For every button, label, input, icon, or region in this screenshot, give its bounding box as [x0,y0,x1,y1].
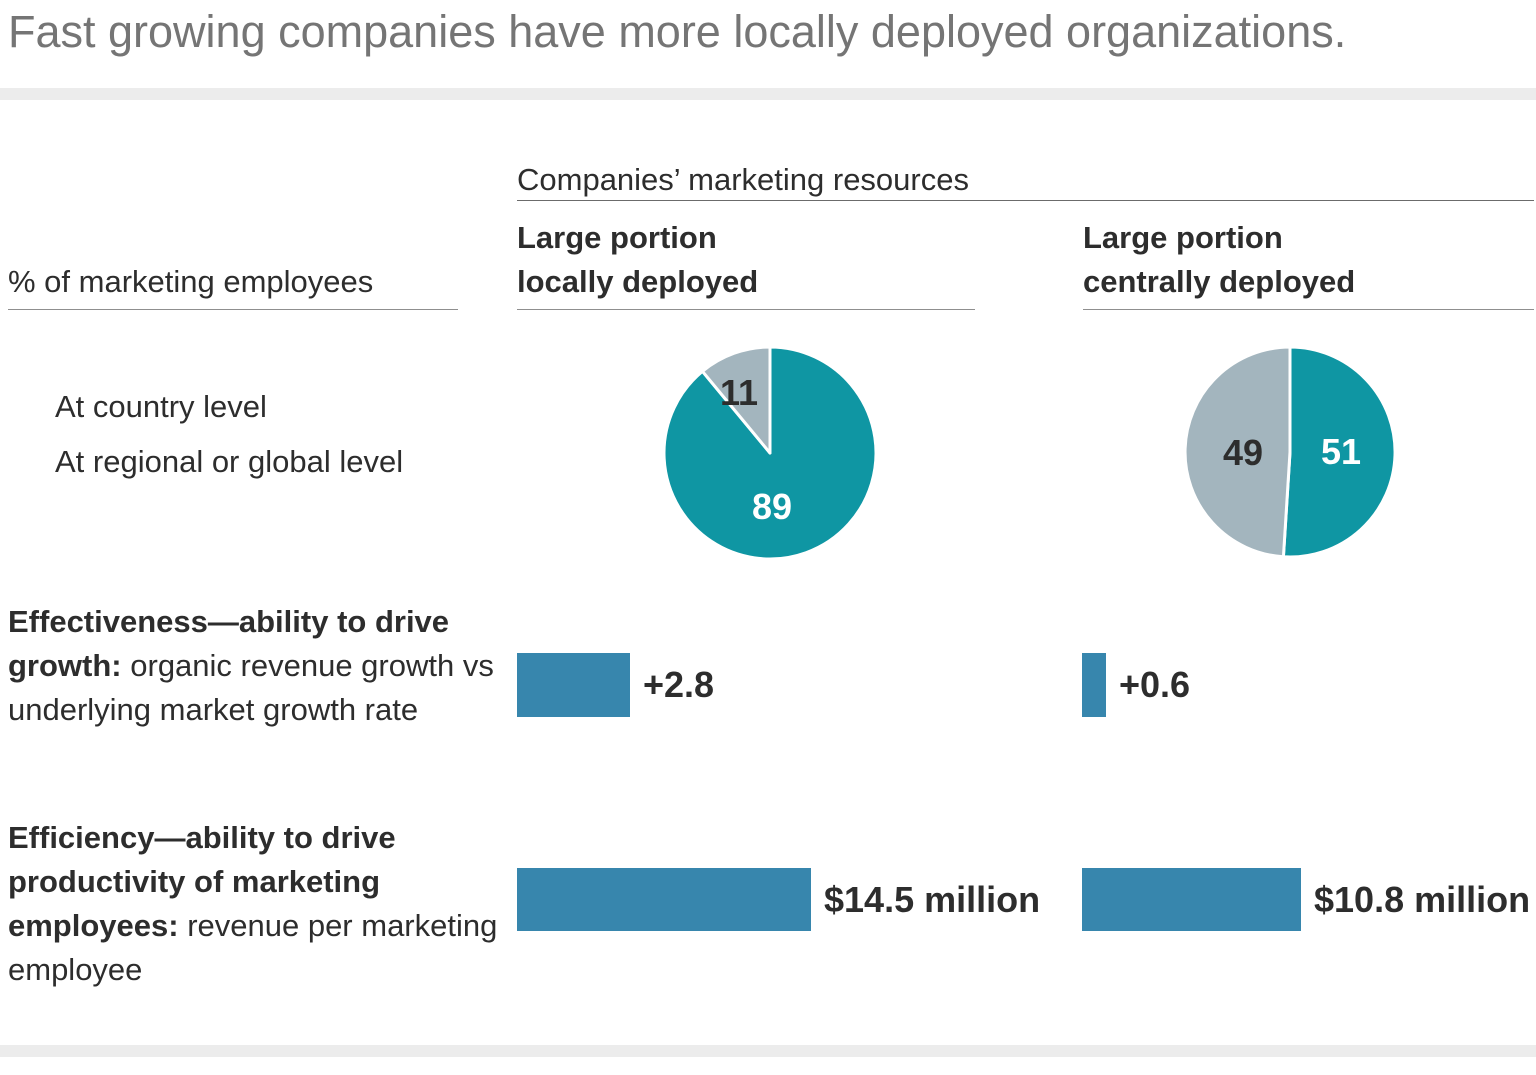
bar-value-label: $14.5 million [824,878,1041,920]
pie-chart-centrally-deployed [1183,345,1397,559]
axis-units-label: % of marketing employees [8,264,374,299]
row-label-efficiency: Efficiency—ability to drive productivity… [8,816,504,992]
column-header-centrally-deployed: Large portion centrally deployed [1083,216,1355,304]
column-header-line: centrally deployed [1083,264,1356,299]
bar-efficiency-locally: $14.5 million [517,868,1040,931]
row-label-rest: revenue per marketing employee [8,908,498,987]
group-header-rule [517,200,1534,201]
row-label-bold: Efficiency—ability to drive productivity… [8,820,396,943]
legend-label: At regional or global level [55,444,404,479]
bar-effectiveness-centrally: +0.6 [1082,653,1190,717]
bar-rect [517,868,811,931]
page-title: Fast growing companies have more locally… [8,6,1347,57]
bar-rect [1082,653,1106,717]
legend-item-regional-global-level: At regional or global level [7,443,403,480]
column-header-line: Large portion [1083,220,1283,255]
bar-rect [517,653,630,717]
group-header-label: Companies’ marketing resources [517,162,969,197]
pie-value-89: 89 [751,486,793,527]
bar-value-label: +2.8 [643,664,715,705]
bottom-divider-band [0,1045,1536,1057]
column-header-rule-right [1083,309,1534,310]
pie-value-51: 51 [1320,431,1362,472]
top-divider-band [0,88,1536,100]
pie-slice [1183,345,1292,559]
bar-value-label: +0.6 [1119,664,1191,705]
pie-slice [700,345,772,455]
pie-chart-locally-deployed [662,345,878,561]
row-label-bold: Effectiveness—ability to drive growth: [8,604,450,683]
row-label-effectiveness: Effectiveness—ability to drive growth: o… [8,600,504,732]
bar-efficiency-centrally: $10.8 million [1082,868,1530,931]
legend-swatch-teal [7,393,35,421]
bar-value-label: $10.8 million [1314,878,1531,920]
pie-value-11: 11 [719,372,759,413]
pie-value-49: 49 [1222,432,1264,473]
bar-effectiveness-locally: +2.8 [517,653,714,717]
column-header-locally-deployed: Large portion locally deployed [517,216,758,304]
legend-item-country-level: At country level [7,388,267,425]
legend-swatch-gray [7,448,35,476]
axis-units-rule [8,309,458,310]
column-header-rule-left [517,309,975,310]
column-header-line: Large portion [517,220,717,255]
bar-rect [1082,868,1301,931]
pie-slice [1281,345,1397,559]
row-label-rest: organic revenue growth vs underlying mar… [8,648,494,727]
column-header-line: locally deployed [517,264,759,299]
legend-label: At country level [55,389,267,424]
